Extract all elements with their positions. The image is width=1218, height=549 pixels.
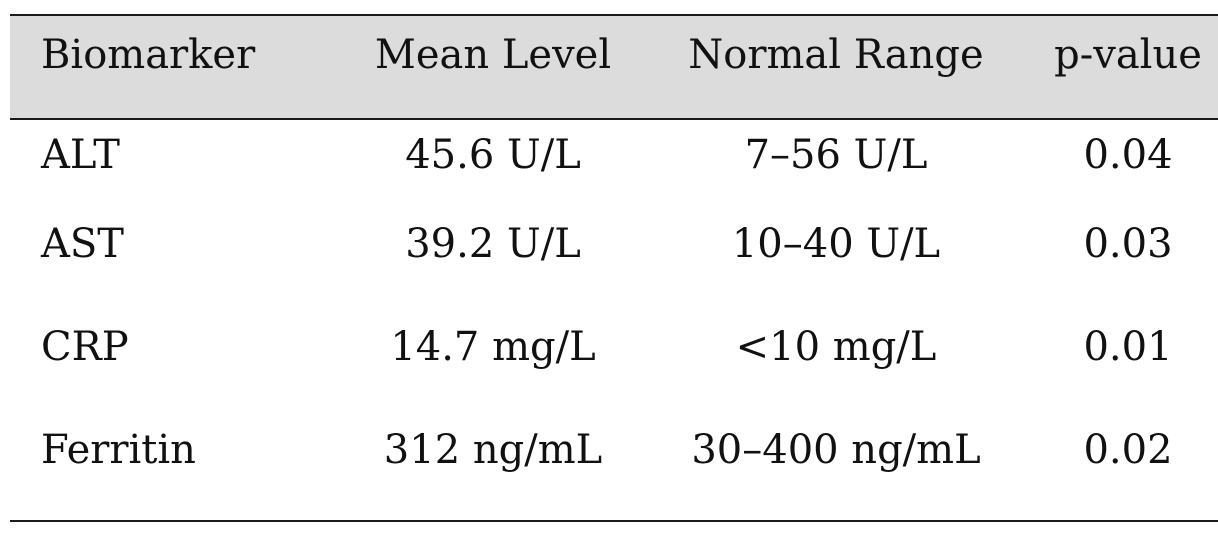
cell-normal-range: <10 mg/L — [735, 324, 937, 370]
header-p-value: p-value — [1054, 32, 1202, 78]
cell-biomarker: AST — [41, 221, 124, 267]
cell-p-value: 0.03 — [1083, 221, 1173, 267]
header-biomarker: Biomarker — [41, 32, 256, 78]
cell-p-value: 0.04 — [1083, 132, 1173, 178]
cell-mean-level: 14.7 mg/L — [390, 324, 596, 370]
table-row: CRP 14.7 mg/L <10 mg/L 0.01 — [10, 310, 1218, 413]
table-row: AST 39.2 U/L 10–40 U/L 0.03 — [10, 207, 1218, 310]
cell-p-value: 0.01 — [1083, 324, 1173, 370]
cell-mean-level: 312 ng/mL — [383, 427, 603, 473]
cell-p-value: 0.02 — [1083, 427, 1173, 473]
table-row: ALT 45.6 U/L 7–56 U/L 0.04 — [10, 119, 1218, 207]
cell-biomarker: Ferritin — [41, 427, 196, 473]
cell-normal-range: 30–400 ng/mL — [691, 427, 981, 473]
table-body: ALT 45.6 U/L 7–56 U/L 0.04 AST 39.2 U/L … — [10, 119, 1218, 521]
header-row: Biomarker Mean Level Normal Range p-valu… — [10, 15, 1218, 119]
cell-mean-level: 45.6 U/L — [405, 132, 581, 178]
biomarker-table: Biomarker Mean Level Normal Range p-valu… — [10, 14, 1218, 522]
cell-biomarker: CRP — [41, 324, 129, 370]
cell-biomarker: ALT — [41, 132, 120, 178]
header-normal-range: Normal Range — [688, 32, 984, 78]
table-header: Biomarker Mean Level Normal Range p-valu… — [10, 15, 1218, 119]
cell-normal-range: 7–56 U/L — [744, 132, 928, 178]
cell-mean-level: 39.2 U/L — [405, 221, 581, 267]
cell-normal-range: 10–40 U/L — [731, 221, 941, 267]
table-row: Ferritin 312 ng/mL 30–400 ng/mL 0.02 — [10, 413, 1218, 521]
header-mean-level: Mean Level — [374, 32, 612, 78]
biomarker-table-container: Biomarker Mean Level Normal Range p-valu… — [10, 14, 1218, 522]
